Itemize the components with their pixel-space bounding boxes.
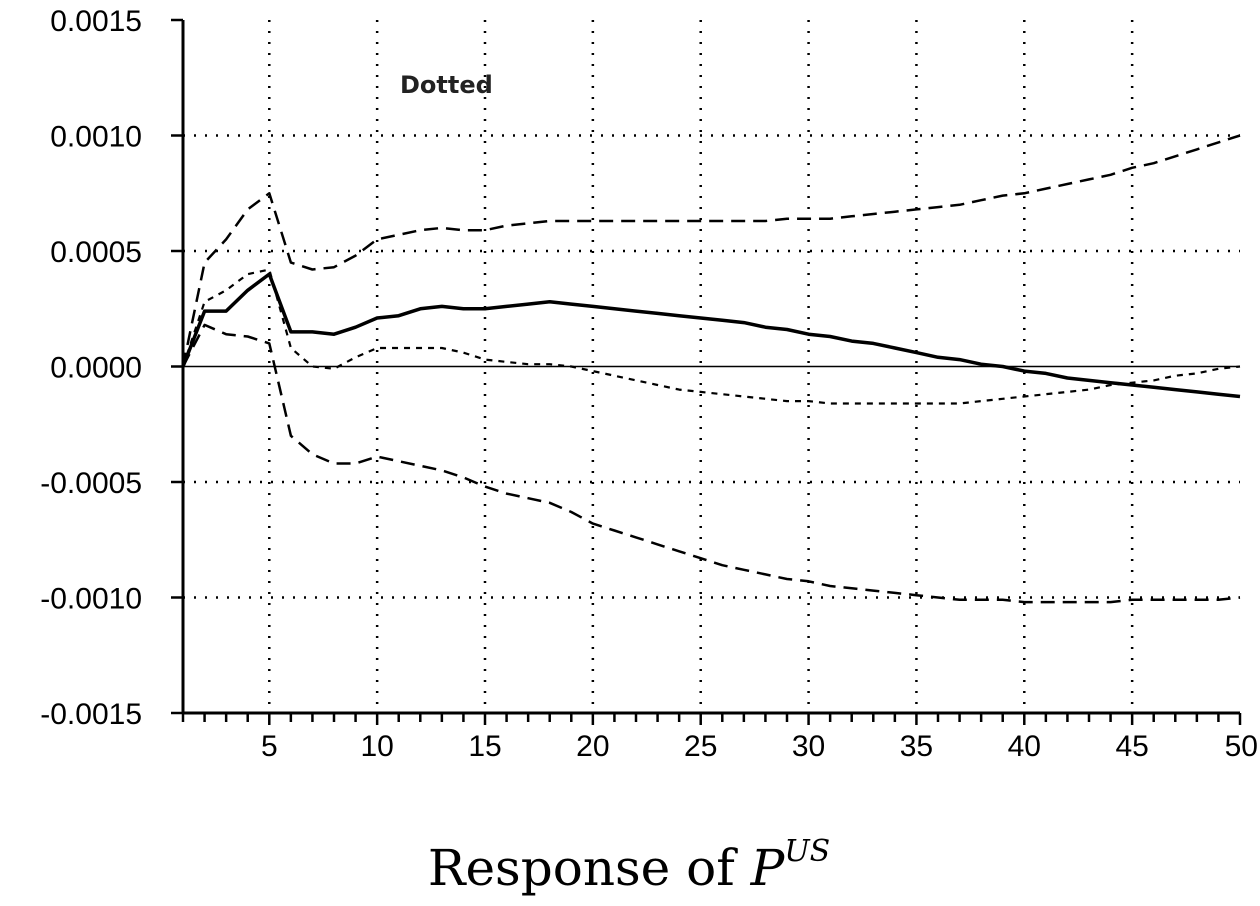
- y-tick-labels: 0.0015 0.0010 0.0005 0.0000 -0.0005 -0.0010 -0…: [40, 5, 142, 731]
- x-tick-label: 25: [684, 730, 717, 763]
- x-tick-label: 5: [261, 730, 278, 763]
- y-tick-label: -0.0015: [40, 698, 142, 731]
- x-tick-label: 50: [1225, 730, 1258, 763]
- x-tick-label: 35: [900, 730, 933, 763]
- tick-marks: [171, 18, 1242, 725]
- x-tick-labels: 5 10 15 20 25 30 35 40 45 50: [261, 730, 1258, 763]
- y-tick-label: 0.0015: [50, 5, 142, 38]
- series-lines: [181, 134, 1241, 604]
- series-line-dotted: [181, 268, 1241, 405]
- title-prefix: Response of: [428, 839, 751, 897]
- series-line-dashed: [181, 134, 1241, 367]
- x-tick-label: 45: [1115, 730, 1148, 763]
- y-tick-label: -0.0005: [40, 467, 142, 500]
- series-line-solid: [181, 272, 1241, 399]
- y-tick-label: -0.0010: [40, 583, 142, 616]
- y-tick-label: 0.0010: [50, 121, 142, 154]
- x-tick-label: 20: [576, 730, 609, 763]
- y-tick-label: 0.0005: [50, 236, 142, 269]
- annotation-label: Dotted: [400, 71, 493, 99]
- x-tick-label: 30: [792, 730, 825, 763]
- title-superscript: US: [784, 834, 830, 869]
- series-line-dashed: [181, 323, 1241, 604]
- y-tick-label: 0.0000: [50, 352, 142, 385]
- title-symbol: P: [750, 839, 786, 897]
- x-tick-label: 40: [1008, 730, 1041, 763]
- x-tick-label: 10: [360, 730, 393, 763]
- x-tick-label: 15: [468, 730, 501, 763]
- chart-title: Response of PUS: [428, 834, 830, 897]
- gridlines: [183, 20, 1240, 713]
